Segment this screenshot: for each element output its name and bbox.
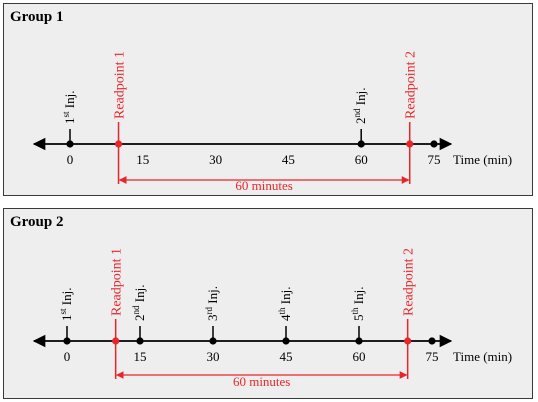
tick-label: 60 bbox=[353, 349, 366, 364]
injection-dot bbox=[282, 337, 290, 345]
readpoint-dot bbox=[406, 140, 414, 148]
time-axis-label: Time (min) bbox=[453, 349, 512, 364]
injection-label: 3rd Inj. bbox=[204, 286, 220, 321]
group-1-panel: Group 1 0 15 30 45 60 75 Time (min) 1st Inj. 2nd… bbox=[3, 3, 533, 196]
injection-dot bbox=[209, 337, 217, 345]
injection-label: 2nd Inj. bbox=[352, 88, 368, 124]
group-1-timeline: 0 15 30 45 60 75 Time (min) 1st Inj. 2nd Inj. Rea… bbox=[32, 51, 512, 193]
tick-label: 60 bbox=[355, 152, 368, 167]
readpoint-dot bbox=[404, 337, 412, 345]
tick-label: 45 bbox=[280, 349, 293, 364]
injection-dot bbox=[136, 337, 144, 345]
group-2-timeline: 0 15 30 45 60 75 Time (min) 1st Inj. 2nd Inj. 3rd… bbox=[32, 248, 512, 389]
injection-dot bbox=[357, 140, 365, 148]
tick-label: 45 bbox=[282, 152, 295, 167]
tick-label: 75 bbox=[428, 152, 441, 167]
injection-label: 5th Inj. bbox=[350, 287, 366, 321]
end-dot bbox=[428, 337, 436, 345]
group-2-panel: Group 2 0 15 30 45 60 75 Time (min) 1st Inj. 2nd… bbox=[3, 208, 533, 399]
injection-label: 2nd Inj. bbox=[131, 285, 147, 321]
readpoint-label: Readpoint 2 bbox=[402, 248, 417, 316]
tick-label: 15 bbox=[136, 152, 149, 167]
tick-label: 30 bbox=[209, 152, 222, 167]
injection-label: 1st Inj. bbox=[58, 288, 74, 321]
injection-label: 4th Inj. bbox=[277, 287, 293, 321]
injection-dot bbox=[355, 337, 363, 345]
span-label: 60 minutes bbox=[235, 178, 292, 193]
readpoint-dot bbox=[114, 140, 123, 148]
injection-dot bbox=[66, 140, 74, 148]
tick-label: 75 bbox=[426, 349, 439, 364]
tick-label: 0 bbox=[67, 152, 74, 167]
tick-label: 0 bbox=[64, 349, 71, 364]
span-label: 60 minutes bbox=[233, 374, 290, 389]
readpoint-label: Readpoint 1 bbox=[113, 51, 128, 119]
end-dot bbox=[430, 140, 438, 148]
readpoint-label: Readpoint 1 bbox=[110, 248, 125, 316]
group-2-title: Group 2 bbox=[10, 214, 64, 230]
readpoint-dot bbox=[112, 337, 120, 345]
injection-dot bbox=[63, 337, 71, 345]
group-1-title: Group 1 bbox=[10, 9, 64, 25]
time-axis-label: Time (min) bbox=[453, 152, 512, 167]
readpoint-label: Readpoint 2 bbox=[404, 51, 419, 119]
tick-label: 30 bbox=[207, 349, 220, 364]
injection-label: 1st Inj. bbox=[61, 91, 77, 124]
tick-label: 15 bbox=[134, 349, 147, 364]
